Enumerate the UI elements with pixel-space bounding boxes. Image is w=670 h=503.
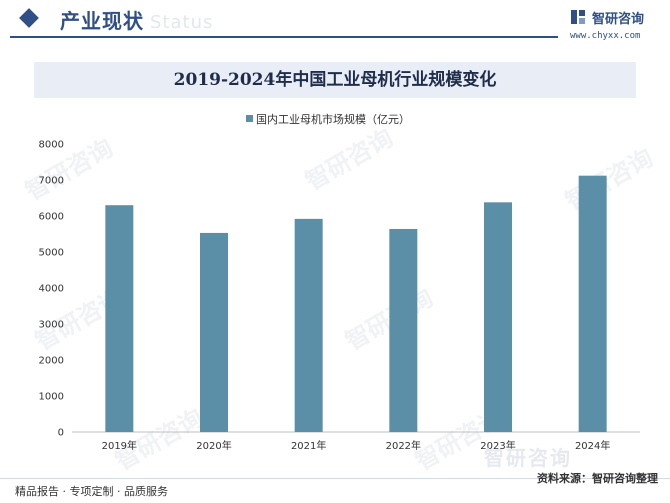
header-watermark: Status bbox=[150, 12, 214, 33]
x-tick-label: 2021年 bbox=[291, 439, 326, 452]
bar bbox=[200, 232, 228, 432]
brand-name: 智研咨询 bbox=[592, 12, 645, 27]
y-tick-label: 1000 bbox=[39, 392, 64, 403]
footer-source: 资料来源：智研咨询整理 bbox=[537, 472, 658, 485]
bar bbox=[105, 205, 134, 432]
y-tick-label: 0 bbox=[58, 428, 64, 439]
section-title: 产业现状 bbox=[60, 9, 144, 33]
x-tick-label: 2019年 bbox=[102, 439, 137, 452]
brand-url[interactable]: www.chyxx.com bbox=[570, 31, 641, 41]
x-tick-label: 2022年 bbox=[386, 439, 421, 452]
y-tick-label: 5000 bbox=[39, 248, 64, 259]
y-tick-label: 4000 bbox=[39, 284, 64, 295]
chart-title-band: 2019-2024年中国工业母机行业规模变化 bbox=[34, 62, 636, 98]
chart-title: 2019-2024年中国工业母机行业规模变化 bbox=[173, 70, 497, 90]
y-tick-label: 6000 bbox=[39, 212, 64, 223]
page-header: 产业现状 Status 智研咨询 www.chyxx.com bbox=[0, 0, 670, 44]
y-tick-label: 8000 bbox=[39, 140, 64, 151]
y-tick-label: 2000 bbox=[39, 356, 64, 367]
legend-swatch bbox=[246, 115, 253, 122]
bottom-watermark: 智研咨询 bbox=[484, 446, 572, 470]
bar bbox=[294, 218, 323, 432]
x-tick-label: 2024年 bbox=[575, 439, 610, 452]
bar bbox=[389, 228, 418, 432]
footer-divider bbox=[0, 478, 670, 479]
footer-tagline: 精品报告 · 专项定制 · 品质服务 bbox=[15, 485, 168, 498]
legend-label: 国内工业母机市场规模（亿元） bbox=[256, 113, 410, 126]
bar bbox=[484, 202, 512, 432]
x-tick-label: 2023年 bbox=[480, 439, 515, 452]
y-tick-label: 3000 bbox=[39, 320, 64, 331]
x-tick-label: 2020年 bbox=[196, 439, 231, 452]
bar bbox=[578, 175, 607, 432]
y-tick-label: 7000 bbox=[39, 176, 64, 187]
zhiyan-logo-icon bbox=[571, 10, 585, 24]
header-divider bbox=[10, 36, 558, 38]
